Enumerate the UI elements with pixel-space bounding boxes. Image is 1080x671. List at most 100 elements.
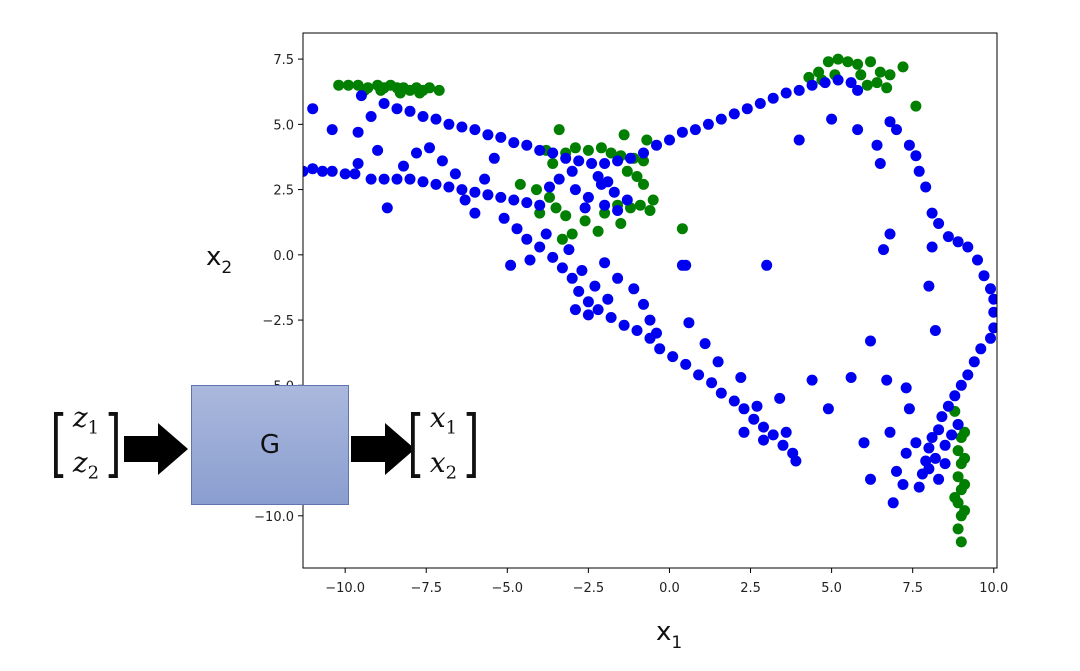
green-point bbox=[579, 215, 591, 227]
blue-point bbox=[689, 124, 701, 136]
blue-point bbox=[317, 165, 328, 177]
blue-point bbox=[923, 442, 935, 454]
green-point bbox=[881, 82, 893, 94]
blue-point bbox=[751, 400, 763, 412]
blue-point bbox=[962, 369, 974, 381]
blue-point bbox=[508, 137, 520, 149]
x-tick-label: 10.0 bbox=[979, 581, 1008, 596]
blue-point bbox=[378, 98, 390, 109]
blue-point bbox=[563, 244, 575, 256]
blue-point bbox=[891, 124, 902, 136]
blue-point bbox=[456, 184, 468, 196]
blue-point bbox=[602, 293, 614, 305]
x-tick-label: −2.5 bbox=[573, 581, 605, 596]
blue-point bbox=[920, 181, 932, 193]
blue-point bbox=[508, 194, 520, 206]
green-point bbox=[949, 492, 961, 503]
blue-point bbox=[521, 233, 533, 245]
blue-point bbox=[767, 92, 779, 104]
blue-point bbox=[735, 372, 747, 383]
green-point bbox=[615, 218, 627, 229]
blue-point bbox=[654, 343, 666, 355]
blue-point bbox=[391, 103, 403, 115]
green-point bbox=[855, 69, 867, 81]
blue-point bbox=[582, 191, 594, 203]
green-point bbox=[634, 199, 646, 211]
blue-point bbox=[459, 194, 471, 206]
blue-point bbox=[819, 77, 831, 89]
blue-point bbox=[556, 262, 568, 274]
x-tick-label: 2.5 bbox=[740, 581, 761, 596]
green-point bbox=[884, 69, 896, 81]
blue-point bbox=[524, 254, 536, 266]
green-point bbox=[394, 87, 406, 99]
blue-point bbox=[887, 497, 899, 509]
blue-point bbox=[488, 152, 500, 164]
blue-point bbox=[715, 387, 727, 399]
x-tick-label: 5.0 bbox=[821, 581, 842, 596]
blue-point bbox=[651, 327, 662, 339]
blue-point bbox=[540, 228, 552, 240]
blue-point bbox=[521, 197, 533, 209]
blue-point bbox=[929, 452, 941, 464]
green-point bbox=[560, 210, 572, 222]
blue-point bbox=[884, 228, 896, 240]
blue-point bbox=[748, 413, 760, 425]
green-point bbox=[952, 471, 964, 483]
blue-point bbox=[676, 259, 688, 271]
green-point bbox=[531, 184, 542, 196]
blue-point bbox=[495, 131, 507, 143]
points-layer bbox=[303, 53, 997, 548]
y-tick-label: 2.5 bbox=[273, 184, 294, 199]
green-point bbox=[556, 233, 568, 245]
green-point bbox=[534, 207, 546, 219]
blue-point bbox=[780, 426, 792, 438]
blue-point bbox=[758, 434, 769, 446]
blue-point bbox=[683, 317, 695, 329]
blue-point bbox=[929, 325, 941, 336]
blue-point bbox=[988, 306, 997, 318]
blue-point bbox=[884, 426, 896, 438]
blue-point bbox=[599, 158, 611, 169]
green-point bbox=[553, 124, 565, 136]
blue-point bbox=[806, 79, 818, 91]
blue-point bbox=[832, 74, 844, 86]
blue-point bbox=[926, 207, 938, 219]
blue-point bbox=[482, 129, 494, 141]
blue-point bbox=[664, 134, 675, 146]
blue-point bbox=[521, 139, 533, 151]
blue-point bbox=[702, 118, 714, 130]
blue-point bbox=[952, 236, 964, 248]
x-tick-label: −7.5 bbox=[410, 581, 442, 596]
y-tick-label: −2.5 bbox=[262, 314, 294, 329]
blue-point bbox=[871, 139, 883, 151]
blue-point bbox=[365, 111, 377, 122]
blue-point bbox=[424, 142, 435, 154]
green-point bbox=[638, 155, 649, 167]
green-point bbox=[647, 194, 659, 206]
blue-point bbox=[326, 165, 338, 177]
blue-point bbox=[942, 231, 954, 243]
blue-point bbox=[644, 314, 656, 326]
blue-point bbox=[936, 411, 948, 423]
blue-point bbox=[339, 168, 351, 180]
blue-point bbox=[978, 270, 990, 282]
green-point bbox=[595, 142, 607, 154]
blue-point bbox=[349, 168, 361, 180]
green-point bbox=[599, 207, 611, 219]
blue-point bbox=[793, 84, 805, 96]
blue-point bbox=[547, 251, 559, 263]
x-axis-ticks: −10.0 −7.5 −5.0 −2.5 0.0 2.5 5.0 7.5 10.0 bbox=[325, 568, 1008, 596]
blue-point bbox=[790, 455, 802, 467]
blue-point bbox=[618, 319, 630, 331]
y-tick-label: 7.5 bbox=[273, 53, 294, 68]
blue-point bbox=[706, 377, 718, 389]
blue-point bbox=[699, 338, 711, 350]
green-point bbox=[333, 79, 345, 91]
green-point bbox=[638, 178, 649, 190]
green-point bbox=[852, 58, 864, 70]
blue-point bbox=[767, 429, 779, 441]
y-tick-label: 0.0 bbox=[273, 249, 294, 264]
y-axis-label: x2 bbox=[206, 242, 232, 278]
blue-point bbox=[638, 298, 649, 310]
